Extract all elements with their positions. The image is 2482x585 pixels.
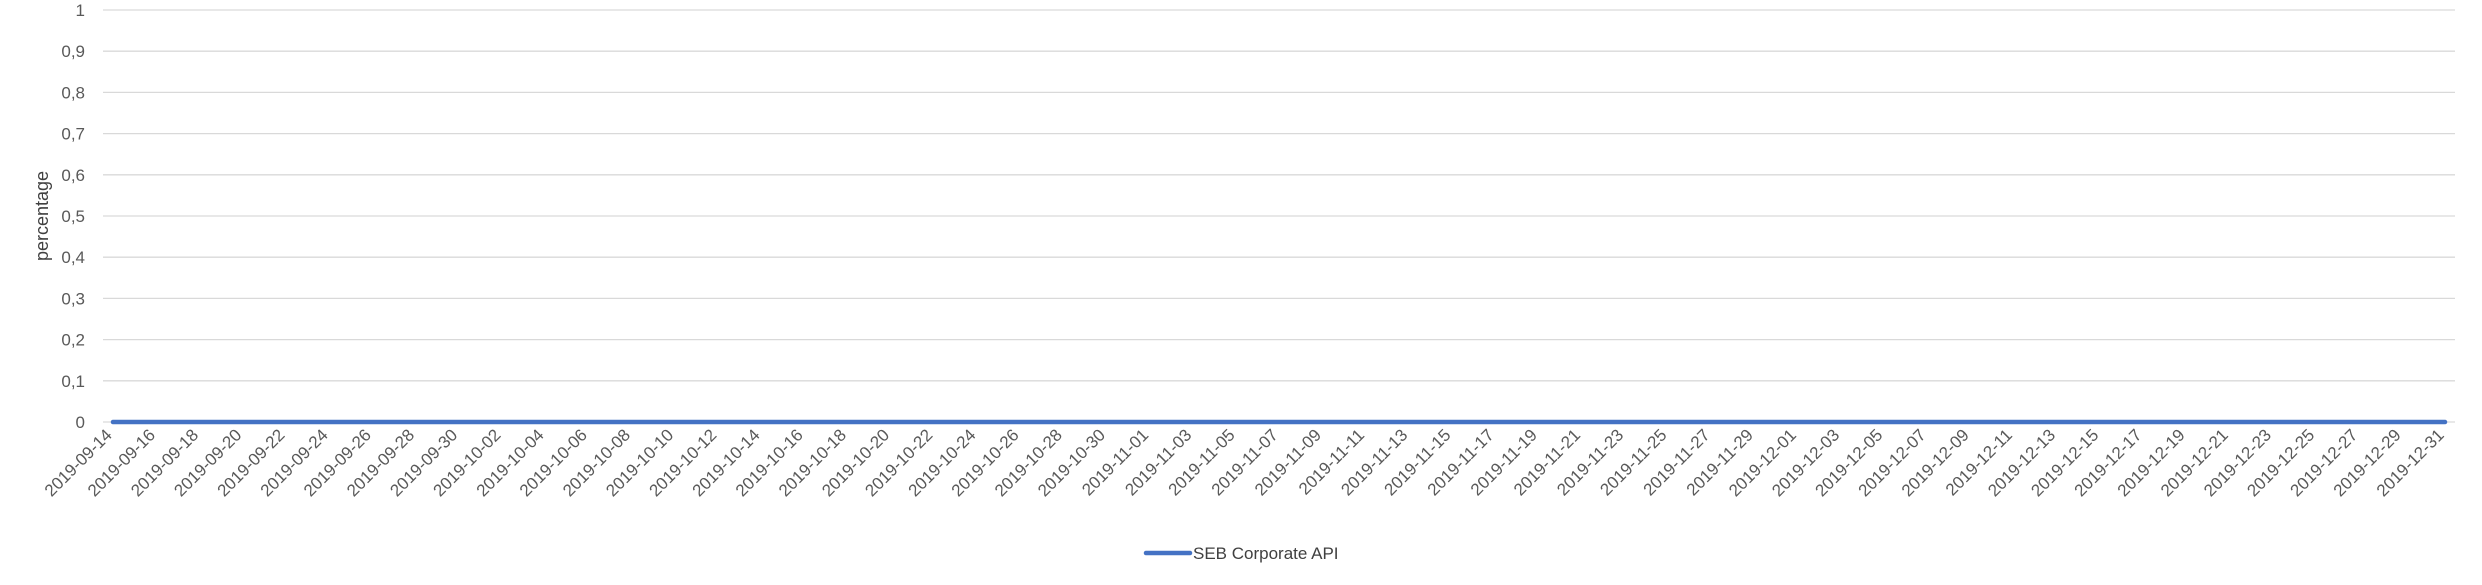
legend-label: SEB Corporate API (1193, 544, 1339, 563)
gridlines (103, 9, 2455, 423)
y-axis-title: percentage (32, 171, 52, 261)
y-tick-label: 0,9 (61, 42, 85, 61)
y-tick-label: 0,6 (61, 166, 85, 185)
y-tick-label: 0,1 (61, 372, 85, 391)
y-tick-label: 0,8 (61, 83, 85, 102)
y-axis-ticks: 0 0,1 0,2 0,3 0,4 0,5 0,6 0,7 0,8 0,9 1 (61, 1, 85, 432)
x-axis-ticks: 2019-09-142019-09-162019-09-182019-09-20… (41, 425, 2448, 500)
y-tick-label: 0,3 (61, 289, 85, 308)
y-tick-label: 1 (76, 1, 85, 20)
y-tick-label: 0 (76, 413, 85, 432)
y-tick-label: 0,2 (61, 331, 85, 350)
y-tick-label: 0,7 (61, 125, 85, 144)
legend: SEB Corporate API (1143, 544, 1339, 563)
y-tick-label: 0,5 (61, 207, 85, 226)
y-tick-label: 0,4 (61, 248, 85, 267)
